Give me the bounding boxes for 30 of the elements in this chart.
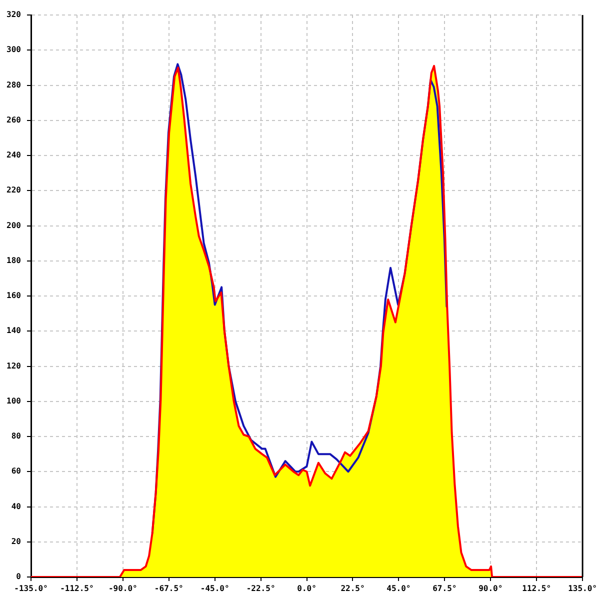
- y-tick-label: 280: [6, 80, 22, 90]
- y-tick-label: 320: [6, 10, 22, 20]
- x-tick-label: 0.0°: [297, 584, 316, 593]
- y-tick-label: 100: [6, 396, 22, 406]
- y-tick-label: 220: [6, 186, 22, 195]
- y-tick-label: 240: [6, 150, 22, 160]
- y-tick-label: 20: [11, 536, 22, 546]
- x-tick-label: -45.0°: [200, 584, 230, 593]
- y-tick-label: 200: [6, 220, 22, 230]
- y-tick-label: 120: [6, 361, 22, 370]
- x-tick-label: -22.5°: [246, 584, 276, 593]
- y-tick-label: 140: [6, 326, 22, 336]
- x-tick-label: 22.5°: [340, 584, 365, 593]
- x-tick-label: -90.0°: [108, 584, 138, 593]
- x-tick-label: 112.5°: [522, 584, 552, 593]
- x-tick-label: 135.0°: [568, 584, 598, 593]
- y-tick-label: 260: [6, 115, 22, 124]
- y-tick-label: 40: [11, 502, 22, 511]
- x-tick-label: -135.0°: [14, 584, 48, 593]
- x-tick-label: -112.5°: [60, 584, 94, 593]
- x-tick-label: 67.5°: [432, 584, 457, 593]
- x-tick-label: 90.0°: [478, 584, 503, 593]
- y-tick-label: 160: [6, 291, 22, 300]
- y-tick-label: 0: [16, 572, 22, 582]
- y-tick-label: 80: [11, 432, 22, 441]
- y-tick-label: 60: [11, 466, 22, 476]
- x-tick-label: -67.5°: [154, 584, 184, 593]
- y-tick-label: 180: [6, 256, 22, 265]
- y-tick-label: 300: [6, 45, 22, 54]
- x-tick-label: 45.0°: [386, 584, 411, 593]
